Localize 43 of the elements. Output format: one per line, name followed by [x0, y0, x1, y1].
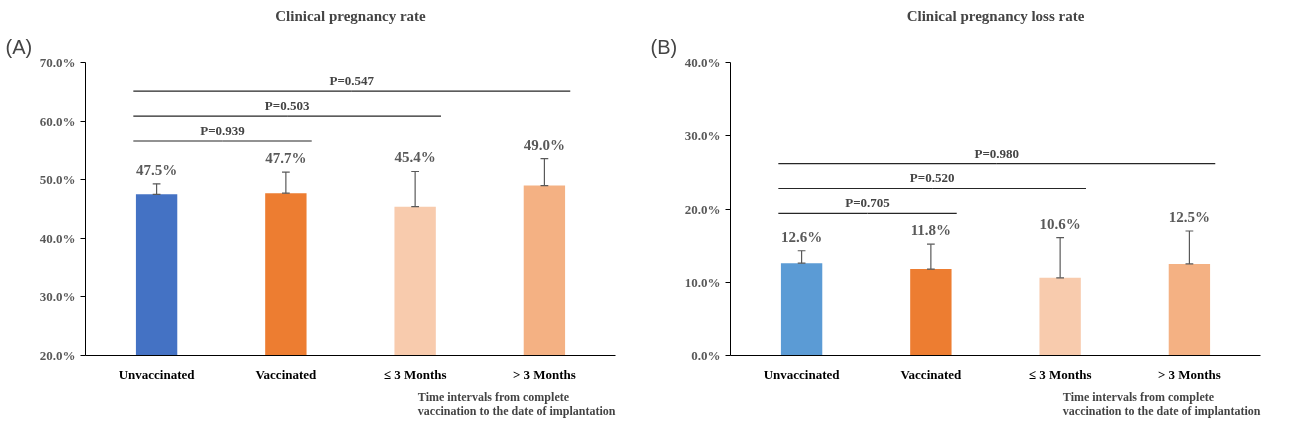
bar — [910, 269, 952, 356]
data-label: 10.6% — [1039, 215, 1081, 232]
y-tick-label: 50.0% — [39, 172, 76, 188]
y-tick-label: 20.0% — [39, 348, 76, 363]
annotation: P=0.520 — [909, 170, 955, 186]
y-tick-label: 40.0% — [39, 230, 76, 246]
x-tick-label: ≤ 3 Months — [1028, 366, 1092, 382]
x-tick-label: Vaccinated — [900, 366, 963, 382]
bar — [1168, 263, 1211, 356]
data-label: 45.4% — [394, 149, 436, 166]
y-tick-label: 10.0% — [684, 274, 721, 290]
x-tick-label: Unvaccinated — [118, 366, 196, 382]
x-tick-label: > 3 Months — [1157, 366, 1221, 382]
data-label: 47.7% — [265, 150, 307, 167]
data-label: 11.8% — [910, 222, 952, 239]
y-tick-label: 30.0% — [39, 289, 76, 305]
data-label: 49.0% — [523, 136, 566, 153]
annotation: P=0.705 — [845, 195, 891, 211]
text: (B) — [650, 35, 678, 58]
bar — [1039, 277, 1081, 356]
bar — [780, 263, 823, 356]
annotation: P=0.503 — [264, 98, 310, 114]
y-tick-label: 30.0% — [684, 128, 721, 144]
y-tick-label: 70.0% — [39, 55, 76, 70]
text: (A) — [5, 35, 33, 58]
annotation: P=0.939 — [200, 123, 246, 139]
x-tick-label: > 3 Months — [512, 366, 576, 382]
annotation: P=0.980 — [974, 145, 1020, 161]
y-tick-label: 40.0% — [684, 55, 721, 70]
annotation: P=0.547 — [329, 73, 375, 89]
chart-title: Clinical pregnancy loss rate — [906, 7, 1085, 24]
y-tick-label: 20.0% — [684, 201, 721, 217]
x-tick-label: Unvaccinated — [763, 366, 841, 382]
x-axis-title: Time intervals from complete vaccination to the date of implantation — [1062, 389, 1261, 418]
data-label: 12.5% — [1168, 208, 1211, 225]
x-tick-label: ≤ 3 Months — [383, 366, 447, 382]
data-label: 12.6% — [780, 228, 823, 245]
data-label: 47.5% — [135, 161, 178, 178]
x-tick-label: Vaccinated — [255, 366, 318, 382]
chart-title: Clinical pregnancy rate — [275, 7, 427, 24]
x-axis-title: Time intervals from complete vaccination to the date of implantation — [417, 389, 616, 418]
y-tick-label: 0.0% — [691, 348, 721, 363]
y-tick-label: 60.0% — [39, 113, 76, 129]
